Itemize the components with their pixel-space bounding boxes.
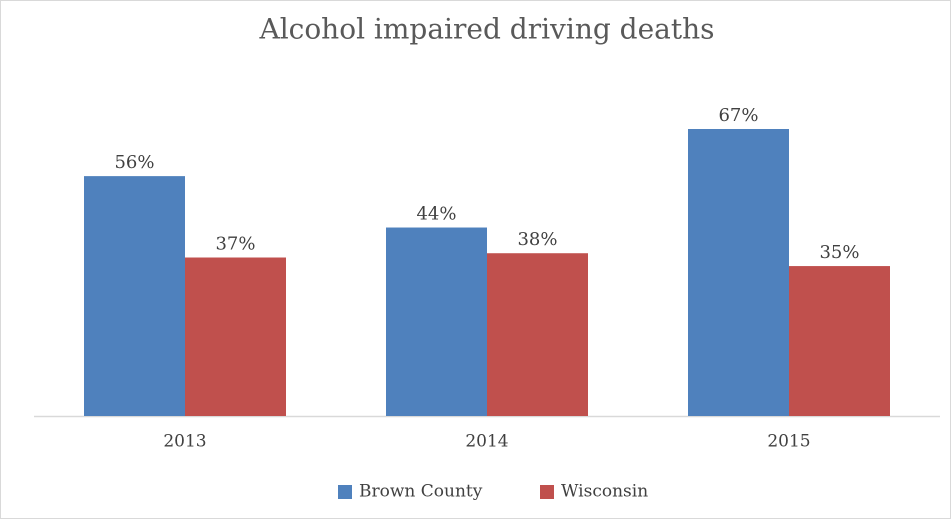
bar	[688, 129, 789, 416]
legend-label: Wisconsin	[561, 482, 648, 502]
bar	[84, 176, 185, 416]
bar	[185, 257, 286, 416]
bar	[487, 253, 588, 416]
data-label: 67%	[718, 105, 758, 126]
bar	[386, 227, 487, 416]
data-label: 37%	[215, 234, 255, 255]
data-label: 38%	[517, 229, 557, 250]
x-tick-label: 2013	[163, 432, 206, 452]
data-label: 35%	[819, 242, 859, 263]
bar	[789, 266, 890, 416]
legend-label: Brown County	[359, 482, 483, 502]
data-label: 56%	[114, 152, 154, 173]
legend-swatch	[540, 485, 554, 499]
chart-title: Alcohol impaired driving deaths	[258, 13, 714, 46]
x-tick-label: 2015	[767, 432, 810, 452]
legend-swatch	[338, 485, 352, 499]
data-label: 44%	[416, 204, 456, 225]
x-tick-label: 2014	[465, 432, 508, 452]
